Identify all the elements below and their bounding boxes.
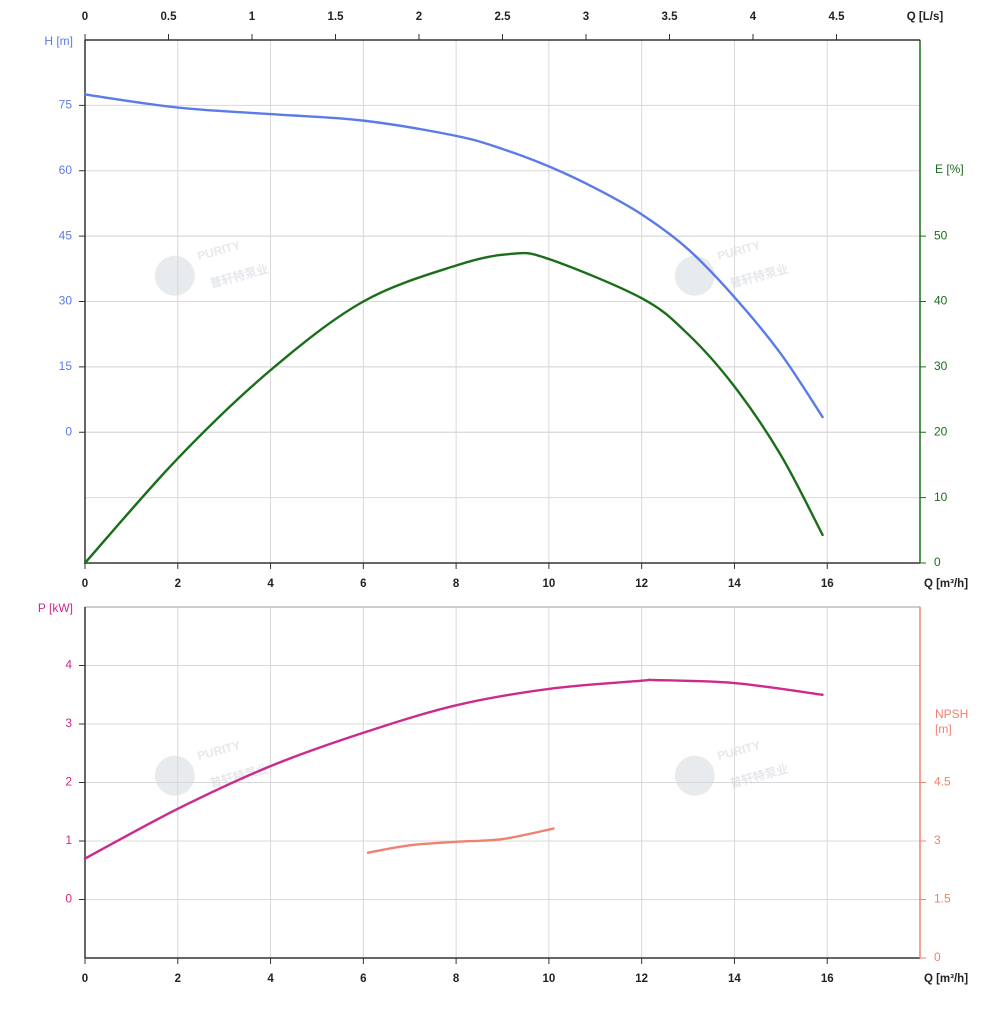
y2-tick-label: 20: [934, 424, 948, 438]
x-tick-label: 10: [542, 973, 555, 985]
data-line: [83, 678, 824, 860]
x2-axis-label: Q [L/s]: [907, 11, 944, 23]
x2-tick-label: 2.5: [495, 11, 512, 23]
watermark-logo: [154, 755, 195, 796]
x2-tick-label: 2: [416, 11, 422, 23]
x2-tick-label: 0: [82, 11, 88, 23]
x-tick-label: 8: [453, 973, 460, 985]
x-tick-label: 16: [821, 973, 834, 985]
y2-tick-label: 4.5: [934, 775, 951, 789]
y-tick-label: 45: [59, 228, 73, 242]
y-tick-label: 0: [65, 424, 72, 438]
watermark-name: 普轩特泵业: [728, 261, 790, 291]
watermark: PURITY 普轩特泵业: [154, 238, 270, 296]
y-tick-label: 4: [65, 658, 72, 672]
x2-tick-label: 4: [750, 11, 757, 23]
x-tick-label: 14: [728, 973, 741, 985]
watermark-brand: PURITY: [716, 238, 762, 263]
y-axis-label: H [m]: [44, 34, 73, 48]
watermark-name: 普轩特泵业: [208, 761, 270, 791]
watermark-brand: PURITY: [196, 238, 242, 263]
y-axis-label: P [kW]: [38, 601, 73, 615]
data-line: [83, 251, 824, 565]
x2-tick-label: 1.5: [328, 11, 345, 23]
watermark: PURITY 普轩特泵业: [674, 738, 790, 796]
watermarks: PURITY 普轩特泵业 PURITY 普轩特泵业 PURITY 普轩特泵业 P…: [154, 238, 790, 796]
watermark-logo: [674, 755, 715, 796]
x-tick-label: 4: [267, 578, 274, 590]
x-tick-label: 6: [360, 578, 366, 590]
y-tick-label: 0: [65, 892, 72, 906]
plot: 0 2 4 6 8 10 12 14 16 Q [m³/h] 0 0.5 1 1.5 2 2.5 3 3.5 4 4.…: [44, 11, 968, 590]
x2-tick-label: 1: [249, 11, 256, 23]
x-tick-label: 12: [635, 973, 648, 985]
y2-axis-label: E [%]: [935, 162, 964, 176]
label-line: [m]: [935, 722, 952, 736]
x2-tick-label: 3.5: [662, 11, 679, 23]
y-tick-label: 15: [59, 359, 73, 373]
x2-tick-label: 3: [583, 11, 589, 23]
x2-tick-label: 4.5: [829, 11, 846, 23]
watermark-brand: PURITY: [196, 738, 242, 763]
y2-tick-label: 0: [934, 555, 941, 569]
y2-tick-label: 30: [934, 359, 948, 373]
y-tick-label: 3: [65, 716, 72, 730]
y-tick-label: 1: [65, 833, 72, 847]
x-tick-label: 14: [728, 578, 741, 590]
y2-tick-label: 1.5: [934, 892, 951, 906]
data-line: [83, 93, 824, 419]
x-axis-label: Q [m³/h]: [924, 973, 968, 985]
y2-tick-label: 50: [934, 228, 948, 242]
watermark-name: 普轩特泵业: [208, 261, 270, 291]
x-tick-label: 4: [267, 973, 274, 985]
y2-tick-label: 10: [934, 490, 948, 504]
y-tick-label: 60: [59, 163, 73, 177]
x-tick-label: 10: [542, 578, 555, 590]
y2-tick-label: 40: [934, 294, 948, 308]
x2-tick-label: 0.5: [161, 11, 178, 23]
x-tick-label: 2: [175, 973, 181, 985]
x-tick-label: 0: [82, 578, 88, 590]
y2-tick-label: 0: [934, 950, 941, 964]
watermark-name: 普轩特泵业: [728, 761, 790, 791]
x-tick-label: 2: [175, 578, 181, 590]
y2-tick-label: 3: [934, 833, 941, 847]
y-tick-label: 30: [59, 294, 73, 308]
x-tick-label: 16: [821, 578, 834, 590]
data-line: [366, 827, 555, 854]
watermark-logo: [674, 255, 715, 296]
y2-axis-label: NPSH [m]: [935, 707, 968, 736]
x-tick-label: 12: [635, 578, 648, 590]
watermark-brand: PURITY: [716, 738, 762, 763]
x-tick-label: 0: [82, 973, 88, 985]
x-tick-label: 6: [360, 973, 366, 985]
y-tick-label: 75: [59, 98, 73, 112]
label-line: NPSH: [935, 707, 968, 721]
x-tick-label: 8: [453, 578, 460, 590]
y-tick-label: 2: [65, 775, 72, 789]
x-axis-label: Q [m³/h]: [924, 578, 968, 590]
watermark-logo: [154, 255, 195, 296]
